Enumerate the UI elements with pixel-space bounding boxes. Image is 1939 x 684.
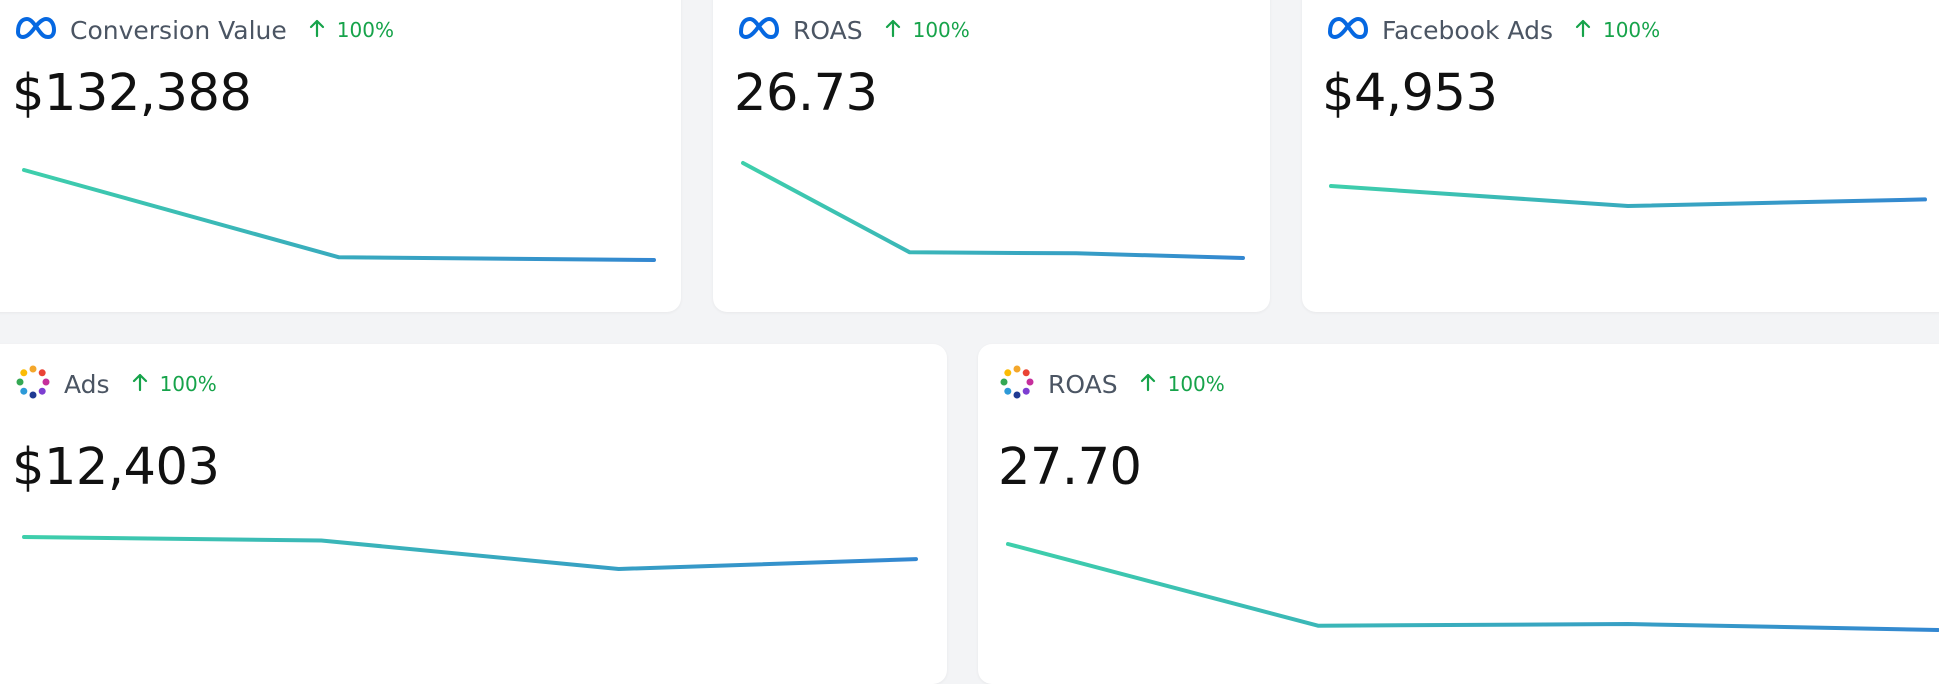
card-title: ROAS	[793, 15, 863, 45]
metric-value: $4,953	[1322, 64, 1498, 123]
arrow-up-icon	[132, 372, 148, 397]
sparkline	[1329, 184, 1927, 208]
trend-value: 100%	[1167, 372, 1225, 396]
card-header: Conversion Value 100%	[14, 12, 394, 48]
sparkline	[22, 168, 656, 262]
arrow-up-icon	[1140, 372, 1156, 397]
arrow-up-icon	[309, 18, 325, 43]
trend-value: 100%	[159, 372, 217, 396]
arrow-up-icon	[1575, 18, 1591, 43]
card-title: Facebook Ads	[1382, 15, 1553, 45]
sparkline	[22, 535, 918, 571]
meta-icon	[1326, 16, 1370, 44]
metric-value: $132,388	[12, 64, 252, 123]
sparkline-path	[741, 161, 1245, 260]
trend-badge: 100%	[885, 18, 970, 43]
metric-card-roas-dots[interactable]: ROAS 100% 27.70	[978, 344, 1939, 684]
sparkline-path	[22, 535, 918, 571]
metric-value: $12,403	[12, 438, 220, 497]
metric-value: 27.70	[998, 438, 1142, 497]
metric-card-facebook-ads[interactable]: Facebook Ads 100% $4,953	[1302, 0, 1939, 312]
dots-logo-icon	[14, 363, 52, 405]
trend-value: 100%	[1602, 18, 1661, 42]
metric-card-ads[interactable]: Ads 100% $12,403	[0, 344, 947, 684]
trend-badge: 100%	[132, 372, 217, 397]
card-title: Conversion Value	[70, 15, 287, 45]
trend-badge: 100%	[1140, 372, 1225, 397]
card-header: ROAS 100%	[998, 363, 1225, 405]
sparkline-path	[1329, 184, 1927, 208]
card-title: ROAS	[1048, 369, 1118, 399]
trend-badge: 100%	[309, 18, 394, 43]
metric-value: 26.73	[734, 64, 878, 123]
dots-logo-icon	[998, 363, 1036, 405]
metric-card-conversion-value[interactable]: Conversion Value 100% $132,388	[0, 0, 681, 312]
card-header: ROAS 100%	[737, 12, 970, 48]
trend-value: 100%	[336, 18, 394, 42]
trend-badge: 100%	[1575, 18, 1660, 43]
card-header: Ads 100%	[14, 363, 217, 405]
trend-value: 100%	[912, 18, 970, 42]
meta-icon	[737, 16, 781, 44]
meta-icon	[14, 16, 58, 44]
metric-card-roas-meta[interactable]: ROAS 100% 26.73	[713, 0, 1270, 312]
card-title: Ads	[64, 369, 110, 399]
arrow-up-icon	[885, 18, 901, 43]
sparkline-path	[22, 168, 656, 262]
sparkline	[1006, 542, 1939, 632]
card-header: Facebook Ads 100%	[1326, 12, 1660, 48]
sparkline	[741, 161, 1245, 260]
sparkline-path	[1006, 542, 1939, 632]
